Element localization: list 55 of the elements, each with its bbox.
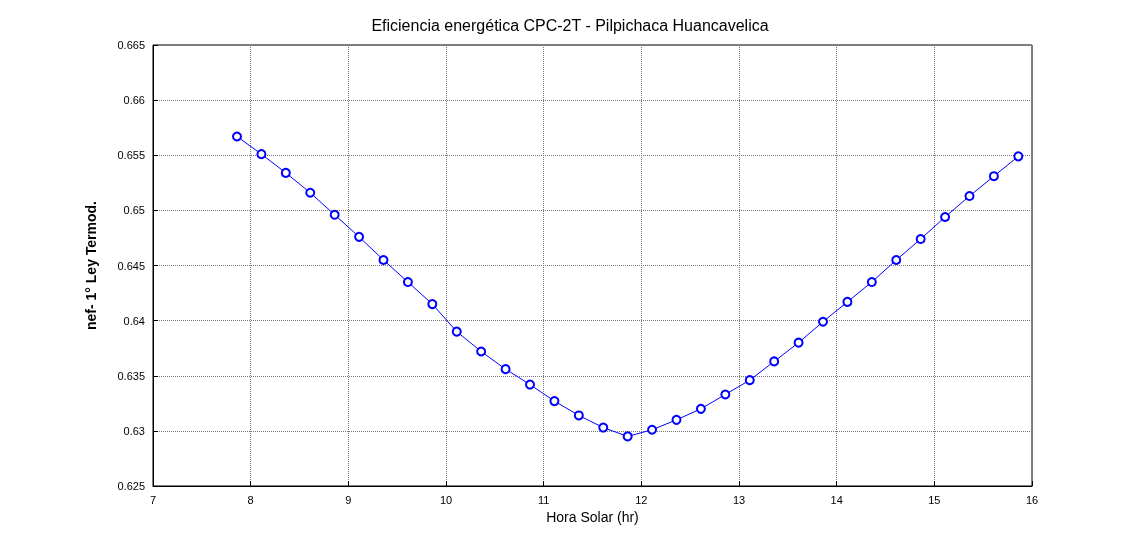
point: [964, 191, 975, 202]
y-tick-label: 0.655: [117, 149, 145, 162]
point: [598, 422, 609, 433]
y-tick-label: 0.645: [117, 259, 145, 272]
point: [769, 356, 780, 367]
point: [573, 410, 584, 421]
point: [256, 149, 267, 160]
point: [891, 254, 902, 265]
point: [647, 424, 658, 435]
point: [988, 171, 999, 182]
x-tick-label: 7: [149, 493, 157, 506]
point: [915, 234, 926, 245]
point: [402, 277, 413, 288]
y-tick-label: 0.665: [117, 39, 145, 51]
point: [305, 187, 316, 198]
y-tick-label: 0.635: [117, 369, 145, 382]
point: [671, 414, 682, 425]
point: [329, 209, 340, 220]
x-tick-label: 9: [345, 493, 352, 506]
point: [842, 296, 853, 307]
point: [549, 396, 560, 407]
x-tick-label: 12: [635, 493, 648, 506]
x-tick-label: 13: [732, 493, 746, 506]
x-tick-label: 14: [830, 493, 843, 506]
point: [500, 364, 511, 375]
point: [378, 254, 389, 265]
chart-title: Eficiencia energética CPC-2T - Pilpichaca Huancavelica: [371, 16, 769, 34]
point: [744, 375, 755, 386]
point: [354, 231, 365, 242]
y-tick-label: 0.63: [123, 424, 145, 437]
y-tick-label: 0.64: [123, 314, 145, 327]
point: [818, 316, 828, 327]
point: [866, 277, 877, 288]
point: [525, 379, 535, 390]
point: [1013, 151, 1024, 162]
x-tick-label: 10: [439, 493, 453, 506]
y-tick-label: 0.625: [117, 480, 145, 492]
point: [622, 431, 633, 442]
point: [232, 131, 242, 142]
y-tick-label: 0.66: [123, 94, 145, 107]
x-tick-label: 16: [1025, 493, 1039, 506]
point: [793, 337, 804, 348]
point: [720, 389, 731, 400]
point: [695, 403, 706, 414]
point: [940, 211, 951, 222]
x-tick-label: 11: [537, 493, 550, 506]
y-tick-label: 0.65: [123, 204, 145, 217]
point: [451, 326, 462, 337]
point: [476, 346, 487, 357]
point: [280, 167, 291, 178]
y-axis-title: nef- 1° Ley Termod.: [83, 200, 99, 331]
point: [427, 299, 438, 310]
x-tick-label: 8: [247, 493, 254, 506]
x-tick-label: 15: [928, 493, 941, 506]
x-axis-title: Hora Solar (hr): [546, 509, 639, 525]
